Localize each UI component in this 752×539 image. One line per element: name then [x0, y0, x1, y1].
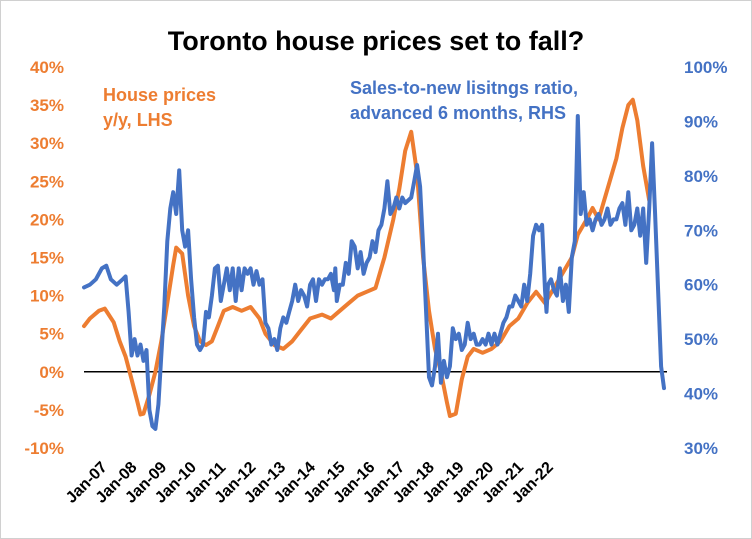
right-axis-ticks: 100% 90% 80% 70% 60% 50% 40% 30% — [684, 58, 727, 458]
sales-ratio-line — [82, 114, 666, 431]
left-tick-label: 35% — [30, 96, 64, 115]
left-tick-label: 0% — [39, 363, 64, 382]
annotation-house-line-2: y/y, LHS — [103, 110, 173, 130]
left-tick-label: 40% — [30, 58, 64, 77]
annotation-sales-line-2: advanced 6 months, RHS — [350, 103, 566, 123]
left-tick-label: 10% — [30, 287, 64, 306]
series-group — [82, 97, 666, 431]
right-tick-label: 80% — [684, 167, 718, 186]
right-tick-label: 40% — [684, 385, 718, 404]
left-axis-ticks: 40% 35% 30% 25% 20% 15% 10% 5% 0% -5% -10% — [24, 58, 64, 458]
annotation-sales-ratio: Sales-to-new lisitngs ratio, advanced 6 … — [350, 78, 578, 123]
right-tick-label: 100% — [684, 58, 727, 77]
left-tick-label: 30% — [30, 134, 64, 153]
chart-title: Toronto house prices set to fall? — [168, 26, 585, 56]
right-tick-label: 30% — [684, 439, 718, 458]
left-tick-label: 20% — [30, 210, 64, 229]
annotation-house-line-1: House prices — [103, 85, 216, 105]
right-tick-label: 60% — [684, 276, 718, 295]
right-tick-label: 50% — [684, 330, 718, 349]
right-tick-label: 70% — [684, 221, 718, 240]
annotation-house-prices: House prices y/y, LHS — [103, 85, 216, 130]
left-tick-label: -10% — [24, 439, 64, 458]
left-tick-label: 15% — [30, 249, 64, 268]
annotation-sales-line-1: Sales-to-new lisitngs ratio, — [350, 78, 578, 98]
right-tick-label: 90% — [684, 112, 718, 131]
left-tick-label: -5% — [34, 401, 64, 420]
left-tick-label: 5% — [39, 325, 64, 344]
left-tick-label: 25% — [30, 172, 64, 191]
